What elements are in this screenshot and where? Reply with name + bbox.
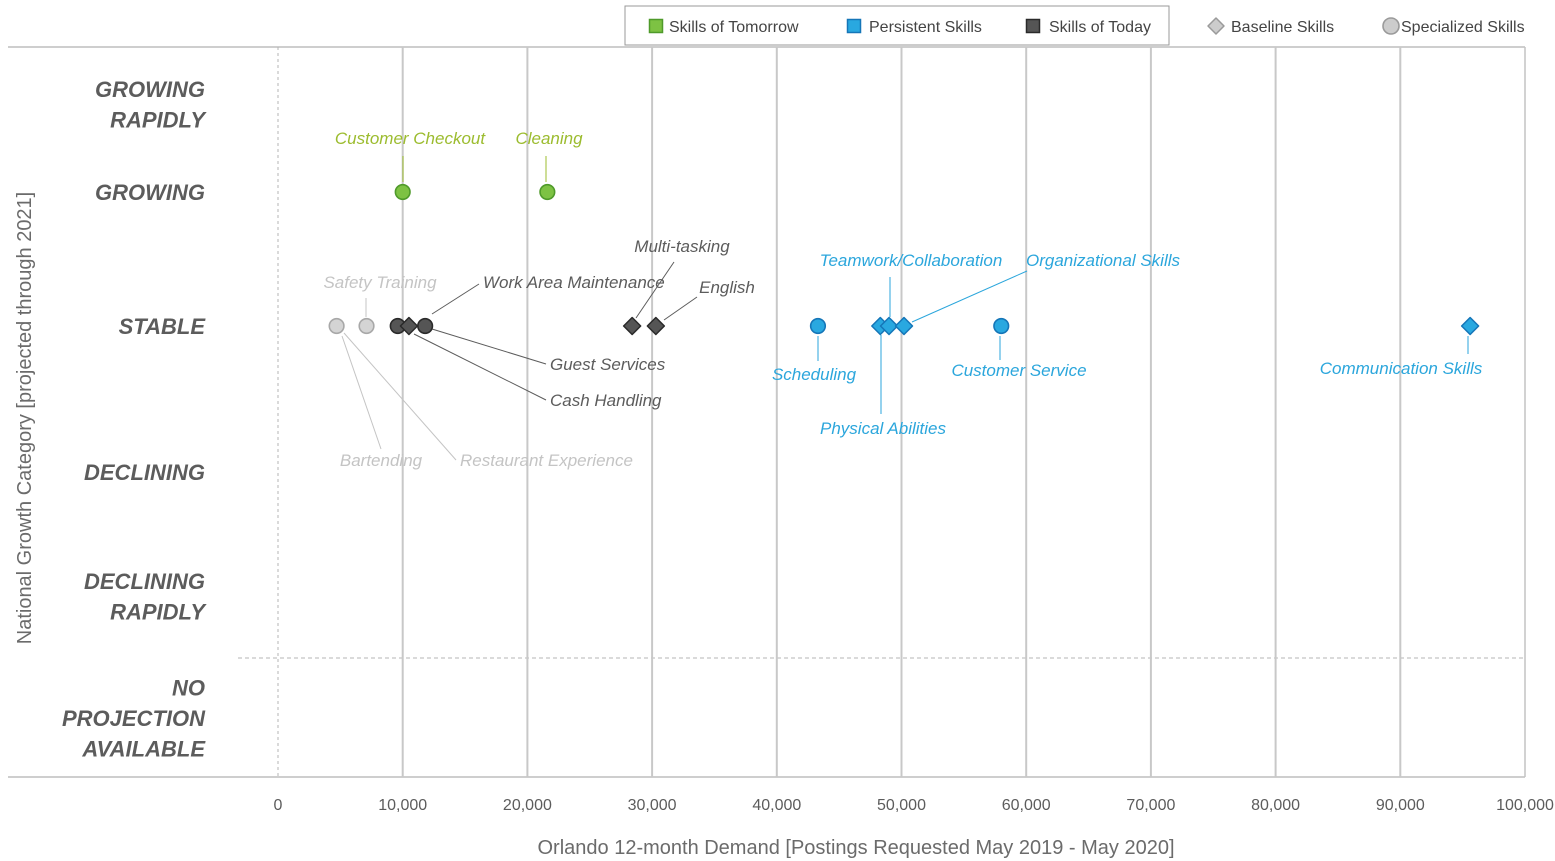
leader-english xyxy=(663,296,698,321)
label-teamwork-collaboration: Teamwork/Collaboration xyxy=(820,251,1003,270)
point-scheduling xyxy=(809,317,827,335)
leader-work-area-maintenance xyxy=(431,283,480,315)
x-tick-label: 80,000 xyxy=(1251,797,1300,814)
data-points xyxy=(328,183,1480,336)
legend-marker-skills-of-tomorrow xyxy=(648,18,664,34)
x-tick-label: 100,000 xyxy=(1496,797,1554,814)
point-safety-training xyxy=(358,317,375,335)
leader-multi-tasking xyxy=(635,261,675,319)
label-customer-service: Customer Service xyxy=(951,361,1086,380)
category-label-no-projection: NO xyxy=(172,676,205,701)
category-label-growing: GROWING xyxy=(95,180,205,205)
leader-organizational-skills xyxy=(911,270,1028,323)
label-organizational-skills: Organizational Skills xyxy=(1026,251,1181,270)
category-label-declining: DECLINING xyxy=(84,460,205,485)
legend-marker-persistent-skills xyxy=(846,18,862,34)
category-label-declining-rapidly: RAPIDLY xyxy=(110,599,207,624)
x-tick-label: 20,000 xyxy=(503,797,552,814)
label-communication-skills: Communication Skills xyxy=(1320,359,1483,378)
legend-label-persistent-skills: Persistent Skills xyxy=(869,19,982,36)
point-customer-service xyxy=(993,317,1010,335)
label-work-area-maintenance: Work Area Maintenance xyxy=(483,273,665,292)
x-tick-label: 10,000 xyxy=(378,797,427,814)
x-tick-label: 0 xyxy=(274,797,283,814)
label-cash-handling: Cash Handling xyxy=(550,391,662,410)
x-tick-label: 90,000 xyxy=(1376,797,1425,814)
point-communication-skills xyxy=(1460,316,1480,336)
label-english: English xyxy=(699,278,755,297)
legend-marker-skills-of-today xyxy=(1025,18,1041,34)
label-cleaning: Cleaning xyxy=(515,129,583,148)
x-tick-label: 50,000 xyxy=(877,797,926,814)
y-category-labels: GROWING RAPIDLY GROWING STABLE DECLINING DECL… xyxy=(62,77,207,762)
label-leader-lines xyxy=(341,156,1469,461)
label-scheduling: Scheduling xyxy=(772,365,857,384)
category-label-growing-rapidly: RAPIDLY xyxy=(110,107,207,132)
x-tick-label: 60,000 xyxy=(1002,797,1051,814)
leader-restaurant-experience xyxy=(343,332,457,461)
point-organizational-skills xyxy=(894,316,914,336)
y-axis-title: National Growth Category [projected thro… xyxy=(14,192,36,645)
leader-cash-handling xyxy=(413,333,547,401)
category-label-no-projection: AVAILABLE xyxy=(81,737,206,762)
point-teamwork-collaboration xyxy=(879,316,899,336)
category-label-no-projection: PROJECTION xyxy=(62,706,206,731)
category-label-declining-rapidly: DECLINING xyxy=(84,569,205,594)
legend-marker-specialized-skills xyxy=(1382,17,1400,35)
legend: Skills of Tomorrow Persistent Skills Skill… xyxy=(624,5,1525,46)
label-restaurant-experience: Restaurant Experience xyxy=(460,451,633,470)
point-cash-handling xyxy=(399,316,419,336)
x-tick-labels: 0 10,000 20,000 30,000 40,000 50,000 60,000 70,… xyxy=(274,797,1554,814)
point-multi-tasking xyxy=(622,316,642,336)
legend-box xyxy=(624,5,1170,46)
point-labels: Customer Checkout Cleaning Scheduling Physi… xyxy=(323,129,1482,470)
category-label-growing-rapidly: GROWING xyxy=(95,77,205,102)
point-english xyxy=(646,316,666,336)
legend-label-skills-of-tomorrow: Skills of Tomorrow xyxy=(669,19,799,36)
label-safety-training: Safety Training xyxy=(323,273,437,292)
category-label-stable: STABLE xyxy=(119,314,207,339)
point-customer-checkout xyxy=(394,183,411,201)
x-tick-label: 30,000 xyxy=(628,797,677,814)
x-axis-title: Orlando 12-month Demand [Postings Reques… xyxy=(537,837,1174,859)
point-cleaning xyxy=(539,183,556,201)
leader-bartending xyxy=(341,335,382,450)
label-guest-services: Guest Services xyxy=(550,355,666,374)
leader-guest-services xyxy=(431,328,547,365)
label-customer-checkout: Customer Checkout xyxy=(335,129,487,148)
x-tick-label: 40,000 xyxy=(752,797,801,814)
legend-label-baseline-skills: Baseline Skills xyxy=(1231,19,1334,36)
plot-frame xyxy=(8,46,1526,778)
point-bartending xyxy=(328,317,345,335)
legend-label-specialized-skills: Specialized Skills xyxy=(1401,19,1525,36)
point-guest-services xyxy=(417,317,434,335)
label-physical-abilities: Physical Abilities xyxy=(820,419,946,438)
legend-marker-baseline-skills xyxy=(1207,17,1225,35)
x-tick-label: 70,000 xyxy=(1126,797,1175,814)
label-bartending: Bartending xyxy=(340,451,423,470)
legend-label-skills-of-today: Skills of Today xyxy=(1049,19,1151,36)
label-multi-tasking: Multi-tasking xyxy=(634,237,730,256)
